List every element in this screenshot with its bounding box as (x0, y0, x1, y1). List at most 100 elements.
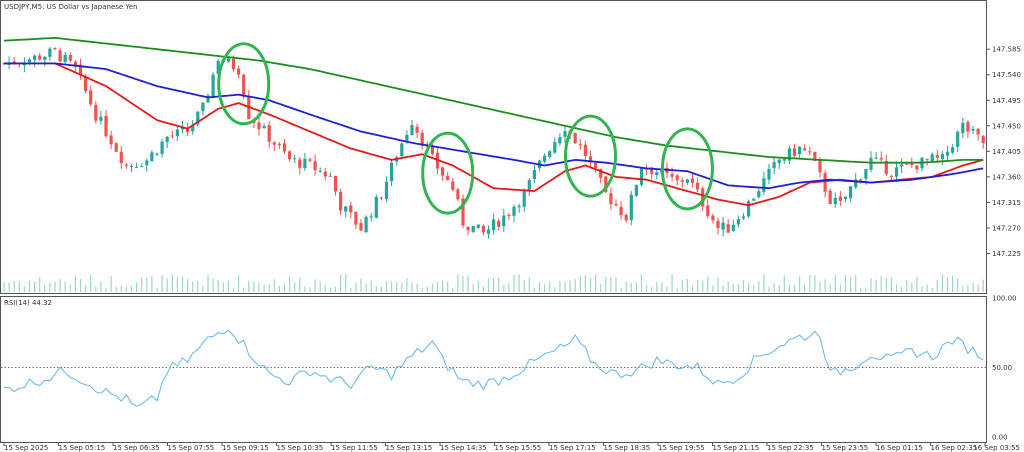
volume-bar (977, 284, 979, 292)
candle-bull (894, 167, 899, 177)
candle-bear (838, 196, 842, 201)
candle-bull (129, 165, 134, 167)
volume-bar (946, 277, 949, 292)
volume-bar (748, 282, 750, 292)
volume-bar (299, 277, 301, 292)
candle-bear (359, 223, 363, 231)
volume-bar (625, 281, 627, 292)
candle-bear (441, 167, 445, 176)
volume-bar (472, 283, 474, 292)
highlight-circle (421, 131, 475, 215)
symbol-label: USDJPY,M5: US Dollar vs Japanese Yen (4, 3, 138, 11)
volume-bar (574, 279, 576, 292)
volume-bar (538, 281, 541, 292)
candle-bear (323, 171, 327, 177)
candle-bull (731, 224, 735, 232)
candle-bull (767, 168, 771, 180)
candle-bear (349, 205, 353, 213)
volume-bar (248, 280, 250, 292)
time-tick-label: 15 Sep 10:35 (277, 444, 324, 452)
candle-bull (191, 125, 195, 132)
candle-bull (522, 190, 526, 207)
volume-bar (579, 275, 581, 292)
candle-bull (843, 196, 848, 200)
volume-bar (518, 274, 520, 292)
volume-bar (844, 275, 847, 292)
volume-bar (3, 281, 5, 292)
candle-bear (701, 188, 705, 207)
candle-bull (303, 158, 307, 169)
candle-bear (573, 132, 577, 144)
volume-bar (258, 282, 260, 292)
candle-bull (553, 141, 557, 153)
volume-bar (554, 287, 556, 292)
candle-bull (512, 206, 516, 216)
time-tick-label: 15 Sep 06:35 (113, 444, 160, 452)
candle-bull (196, 111, 200, 125)
price-tick-label: 147.360 (992, 173, 1021, 181)
candle-bear (415, 126, 419, 133)
volume-bar (324, 284, 326, 292)
candle-bull (762, 178, 766, 192)
rsi-tick-label: 50.00 (992, 364, 1012, 372)
volume-bar (809, 274, 811, 292)
volume-bar (238, 275, 240, 292)
candle-bear (823, 173, 827, 192)
volume-bar (319, 281, 321, 292)
candle-bear (680, 180, 684, 182)
volume-bar (533, 287, 535, 292)
candle-bull (99, 116, 103, 121)
volume-bar (396, 281, 398, 292)
candle-bull (206, 95, 210, 103)
price-axis: 147.585 147.540 147.495 147.450 147.405 147.3… (986, 46, 1021, 442)
time-tick-label: 15 Sep 05:15 (59, 444, 106, 452)
volume-bar (13, 281, 15, 292)
candle-bull (517, 205, 521, 208)
volume-bar (895, 284, 898, 292)
candle-bull (328, 175, 332, 177)
volume-bar (651, 287, 653, 292)
candle-bear (578, 144, 582, 146)
volume-bar (360, 278, 362, 292)
volume-bar (941, 274, 943, 292)
volume-bar (136, 282, 138, 292)
volume-bar (763, 274, 765, 292)
volume-bar (39, 277, 41, 292)
volume-bar (156, 287, 158, 292)
volume-bar (564, 282, 566, 292)
volume-bar (345, 274, 347, 292)
candle-bull (476, 224, 480, 228)
volume-bar (95, 286, 97, 292)
candle-bull (945, 151, 950, 156)
volume-bar (676, 287, 678, 292)
candle-bear (925, 158, 929, 161)
volume-bar (426, 286, 428, 292)
volume-bar (630, 283, 632, 292)
candle-bull (201, 102, 205, 112)
volume-bar (59, 278, 61, 292)
candle-bear (267, 125, 271, 142)
rsi-line (4, 329, 984, 407)
volume-bar (727, 281, 729, 292)
volume-bar (824, 279, 826, 292)
candle-bull (961, 122, 965, 133)
volume-bar (635, 282, 637, 292)
volume-bar (549, 281, 551, 292)
volume-bar (799, 276, 801, 292)
volume-bar (49, 282, 51, 292)
volume-bar (600, 284, 602, 292)
volume-bar (957, 278, 959, 292)
volume-bar (278, 286, 280, 292)
volume-bar (523, 280, 525, 292)
volume-bar (967, 285, 969, 292)
volume-bar (513, 274, 515, 292)
candle-bear (588, 156, 593, 162)
volume-bar (416, 283, 418, 292)
candle-bull (344, 206, 348, 212)
rsi-indicator (1, 329, 986, 407)
price-tick-label: 147.540 (992, 71, 1021, 79)
volume-bar (380, 286, 382, 292)
volume-bar (702, 280, 704, 292)
rsi-pane-frame (0, 296, 987, 443)
time-tick-label: 15 Sep 14:35 (440, 444, 487, 452)
